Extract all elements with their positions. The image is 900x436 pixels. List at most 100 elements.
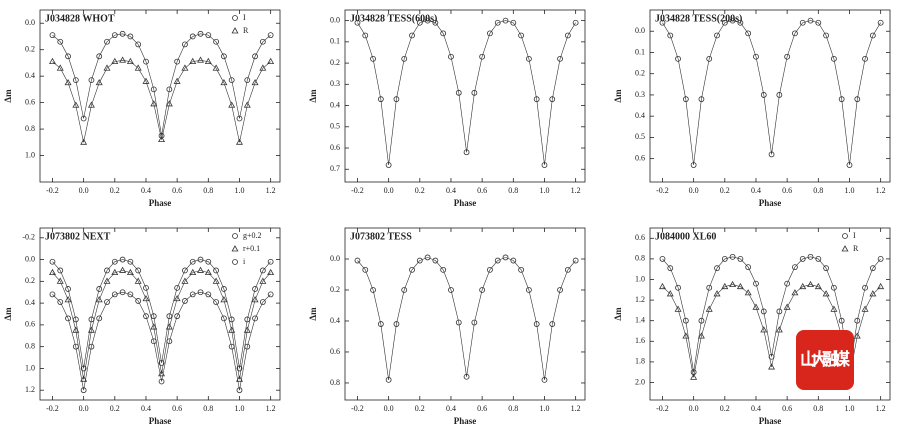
point	[244, 77, 251, 84]
y-tick-label: 0.6	[635, 153, 645, 162]
panel: -0.2 0.0 0.2 0.4 0.6 0.8 1.0 1.2 0.0 0.1 0.2 0.3 0.4…	[613, 9, 891, 208]
point	[243, 101, 251, 108]
point	[143, 58, 149, 65]
chart-title: J034828 TESS(600s)	[350, 13, 437, 24]
point	[158, 378, 165, 385]
point	[119, 289, 126, 296]
y-tick-label: 0.2	[25, 276, 35, 285]
x-tick-label: 0.2	[415, 186, 425, 195]
point	[675, 284, 681, 291]
point	[455, 319, 462, 326]
point	[783, 303, 791, 310]
point	[448, 53, 454, 60]
x-tick-label: 0.8	[508, 186, 518, 195]
point	[760, 326, 768, 333]
curve	[357, 20, 576, 166]
y-tick-label: 0.2	[25, 45, 35, 54]
point	[760, 92, 767, 98]
point	[494, 257, 501, 264]
point	[854, 96, 861, 103]
x-axis-label: Phase	[149, 198, 172, 208]
chart-title: J073802 NEXT	[45, 231, 111, 242]
point	[471, 89, 478, 96]
point	[471, 319, 478, 326]
point	[220, 286, 227, 292]
point	[259, 38, 266, 45]
plot-frame	[344, 227, 586, 401]
plot-frame	[39, 9, 281, 183]
point	[267, 32, 274, 39]
point	[682, 317, 689, 324]
point	[776, 308, 783, 315]
x-tick-label: 0.6	[782, 186, 792, 195]
point	[440, 30, 447, 37]
point	[502, 17, 509, 24]
point	[830, 284, 837, 291]
point	[197, 30, 204, 37]
point	[134, 64, 142, 71]
point	[494, 19, 501, 26]
point	[682, 96, 689, 103]
x-tick-label: 0.6	[172, 186, 182, 195]
y-tick-label: 1.4	[635, 316, 645, 325]
x-tick-label: 1.2	[571, 186, 581, 195]
curve	[52, 259, 271, 369]
point	[753, 53, 759, 60]
watermark-text: 山大融媒	[800, 349, 851, 370]
point	[182, 41, 188, 48]
point	[80, 387, 87, 394]
point	[862, 284, 868, 291]
point	[205, 291, 212, 298]
point	[838, 96, 845, 103]
legend-item: i	[232, 257, 246, 266]
point	[65, 286, 71, 292]
y-tick-label: -0.2	[22, 233, 35, 242]
point	[698, 96, 705, 103]
point	[95, 296, 103, 303]
y-tick-label: 0.5	[330, 122, 340, 131]
point	[95, 78, 103, 86]
plot-frame	[344, 9, 586, 183]
point	[64, 296, 72, 303]
point	[667, 32, 674, 39]
point	[572, 257, 579, 264]
x-axis-label: Phase	[454, 416, 477, 426]
watermark: 山大融媒	[796, 330, 854, 390]
point	[48, 57, 56, 64]
x-tick-label: -0.2	[656, 404, 669, 413]
point	[212, 64, 220, 71]
point	[96, 53, 103, 60]
point	[197, 289, 204, 296]
x-tick-label: 0.8	[813, 404, 823, 413]
point	[134, 277, 142, 284]
x-tick-label: 1.2	[266, 404, 276, 413]
point	[714, 265, 720, 272]
point	[479, 287, 486, 293]
point	[158, 360, 165, 366]
point	[150, 86, 157, 93]
y-tick-label: 1.6	[635, 336, 645, 345]
point	[768, 363, 776, 370]
y-axis-label: Δm	[613, 89, 623, 103]
chart-title: J073802 TESS	[350, 231, 412, 242]
point	[658, 282, 666, 290]
point	[220, 78, 228, 86]
point	[745, 30, 752, 37]
chart-title: J084000 XL60	[655, 231, 716, 242]
point	[690, 162, 697, 168]
point	[127, 258, 134, 265]
point	[142, 294, 150, 302]
point	[432, 257, 439, 264]
point	[675, 55, 681, 62]
panel: -0.2 0.0 0.2 0.4 0.6 0.8 1.0 1.2 0.6 0.8 1.0 1.2 1.4…	[613, 227, 891, 426]
y-tick-label: 0.8	[25, 341, 35, 350]
point	[533, 321, 540, 327]
point	[409, 32, 415, 39]
point	[72, 77, 79, 84]
point	[721, 282, 729, 290]
legend-item: r+0.1	[231, 244, 260, 253]
x-tick-label: 1.0	[844, 404, 854, 413]
point	[799, 282, 807, 290]
y-tick-label: 0.1	[635, 47, 645, 56]
point	[135, 298, 142, 304]
